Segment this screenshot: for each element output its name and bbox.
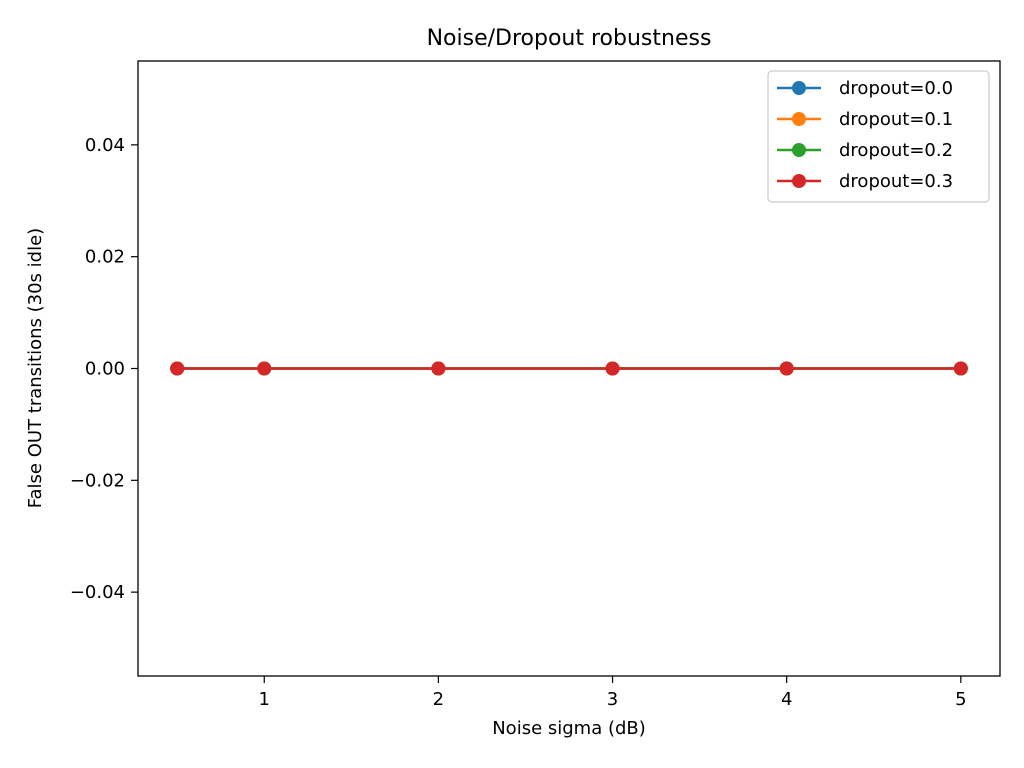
data-point: [779, 361, 794, 376]
data-point: [953, 361, 968, 376]
y-tick-label: 0.02: [85, 247, 125, 268]
x-tick-label: 5: [955, 689, 966, 710]
data-point: [431, 361, 446, 376]
y-tick-label: −0.02: [70, 470, 125, 491]
data-point: [605, 361, 620, 376]
legend-marker: [792, 174, 806, 188]
plot-area: 1 2 3 4 5 −0.04 −0.02 0.00 0.02 0.04 dropout=0.0 dr…: [70, 60, 1001, 710]
data-point: [170, 361, 185, 376]
axes-frame: [137, 60, 1001, 677]
x-axis-label: Noise sigma (dB): [492, 718, 646, 739]
legend-entry-label: dropout=0.1: [839, 109, 953, 130]
x-tick-label: 2: [433, 689, 444, 710]
legend-entry-label: dropout=0.0: [839, 78, 953, 99]
x-tick-label: 1: [259, 689, 270, 710]
y-tick-label: 0.00: [85, 359, 125, 380]
legend-entry-label: dropout=0.3: [839, 171, 953, 192]
legend-entry-label: dropout=0.2: [839, 140, 953, 161]
x-tick-label: 4: [781, 689, 792, 710]
data-point: [257, 361, 272, 376]
y-tick-label: −0.04: [70, 582, 125, 603]
y-tick-label: 0.04: [85, 135, 125, 156]
chart-title: Noise/Dropout robustness: [427, 26, 712, 51]
legend-box: [767, 70, 990, 203]
x-tick-label: 3: [607, 689, 618, 710]
legend-marker: [792, 81, 806, 95]
legend-marker: [792, 143, 806, 157]
y-axis-label: False OUT transitions (30s idle): [25, 228, 46, 508]
legend-marker: [792, 112, 806, 126]
